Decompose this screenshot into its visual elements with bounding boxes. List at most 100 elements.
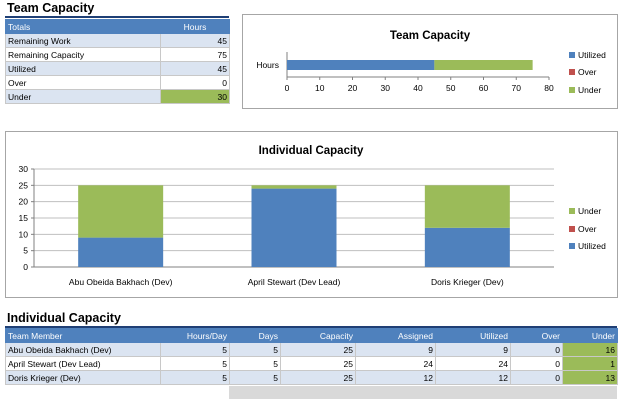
- member-name[interactable]: Abu Obeida Bakhach (Dev): [5, 342, 161, 357]
- team-chart-legend-swatch: [569, 52, 575, 58]
- col-header-capacity[interactable]: Capacity: [280, 328, 356, 343]
- member-assigned[interactable]: 9: [355, 342, 436, 357]
- member-utilized[interactable]: 12: [435, 370, 511, 385]
- team-capacity-chart-svg: Team Capacity 0 10 20 30 40 50 60 70 80 Hours Utili…: [256, 30, 606, 95]
- individual-capacity-heading: Individual Capacity: [7, 311, 121, 325]
- col-header-days[interactable]: Days: [229, 328, 281, 343]
- individual-chart-bar-utilized[interactable]: [251, 188, 337, 267]
- individual-capacity-underline: [5, 326, 617, 328]
- col-header-over[interactable]: Over: [510, 328, 563, 343]
- team-chart-x-tick-label: 40: [413, 83, 423, 93]
- totals-row-label[interactable]: Utilized: [5, 61, 161, 76]
- individual-chart-category-label: April Stewart (Dev Lead): [248, 277, 341, 287]
- member-hours-per-day[interactable]: 5: [160, 356, 230, 371]
- team-chart-x-tick-label: 0: [285, 83, 290, 93]
- team-chart-legend-label: Under: [578, 85, 601, 95]
- team-chart-x-tick-label: 10: [315, 83, 325, 93]
- member-name[interactable]: Doris Krieger (Dev): [5, 370, 161, 385]
- members-header-row: Team Member Hours/Day Days Capacity Assi…: [5, 328, 618, 343]
- individual-capacity-chart[interactable]: Individual Capacity 0 5 10 15 20 25 30 Abu Obeid…: [5, 131, 618, 298]
- member-capacity[interactable]: 25: [280, 356, 356, 371]
- individual-chart-category-label: Doris Krieger (Dev): [431, 277, 504, 287]
- member-under[interactable]: 16: [562, 342, 618, 357]
- member-over[interactable]: 0: [510, 370, 563, 385]
- individual-chart-y-tick-label: 25: [19, 180, 29, 190]
- totals-row-label[interactable]: Under: [5, 89, 161, 104]
- team-chart-x-tick-label: 70: [512, 83, 522, 93]
- member-capacity[interactable]: 25: [280, 342, 356, 357]
- individual-chart-bar-under[interactable]: [424, 185, 510, 228]
- team-chart-x-tick-label: 60: [479, 83, 489, 93]
- individual-chart-bar-under[interactable]: [251, 185, 337, 189]
- col-header-utilized[interactable]: Utilized: [435, 328, 511, 343]
- member-days[interactable]: 5: [229, 370, 281, 385]
- totals-header-row: Totals Hours: [5, 19, 230, 34]
- team-chart-bar-utilized[interactable]: [287, 60, 435, 70]
- team-chart-legend-label: Over: [578, 67, 597, 77]
- totals-row-over: Over 0: [5, 75, 230, 90]
- team-chart-legend-swatch: [569, 69, 575, 75]
- totals-row-value[interactable]: 45: [160, 33, 230, 48]
- team-chart-bar-under[interactable]: [434, 60, 533, 70]
- member-under[interactable]: 1: [562, 356, 618, 371]
- individual-chart-y-tick-label: 30: [19, 164, 29, 174]
- team-chart-category-label: Hours: [256, 60, 279, 70]
- totals-row-remaining-work: Remaining Work 45: [5, 33, 230, 48]
- individual-chart-y-tick-label: 10: [19, 229, 29, 239]
- totals-row-label[interactable]: Over: [5, 75, 161, 90]
- totals-row-utilized: Utilized 45: [5, 61, 230, 76]
- members-table-footer-bar: [229, 386, 617, 399]
- member-row: Doris Krieger (Dev) 5 5 25 12 12 0 13: [5, 370, 618, 385]
- totals-row-label[interactable]: Remaining Capacity: [5, 47, 161, 62]
- team-chart-x-tick-label: 50: [446, 83, 456, 93]
- members-table: Team Member Hours/Day Days Capacity Assi…: [5, 328, 618, 385]
- member-row: Abu Obeida Bakhach (Dev) 5 5 25 9 9 0 16: [5, 342, 618, 357]
- member-assigned[interactable]: 12: [355, 370, 436, 385]
- individual-capacity-chart-svg: Individual Capacity 0 5 10 15 20 25 30 Abu Obeid…: [19, 145, 607, 287]
- totals-row-remaining-capacity: Remaining Capacity 75: [5, 47, 230, 62]
- individual-chart-bar-utilized[interactable]: [424, 227, 510, 267]
- totals-table: Totals Hours Remaining Work 45 Remaining…: [5, 19, 230, 104]
- member-capacity[interactable]: 25: [280, 370, 356, 385]
- member-row: April Stewart (Dev Lead) 5 5 25 24 24 0 …: [5, 356, 618, 371]
- totals-row-value[interactable]: 45: [160, 61, 230, 76]
- team-chart-x-tick-label: 20: [348, 83, 358, 93]
- member-utilized[interactable]: 9: [435, 342, 511, 357]
- member-over[interactable]: 0: [510, 356, 563, 371]
- individual-chart-y-tick-label: 5: [23, 246, 28, 256]
- team-chart-x-tick-label: 80: [544, 83, 554, 93]
- totals-row-value[interactable]: 75: [160, 47, 230, 62]
- individual-chart-y-tick-label: 0: [23, 262, 28, 272]
- col-header-hours-per-day[interactable]: Hours/Day: [160, 328, 230, 343]
- totals-header-hours[interactable]: Hours: [160, 19, 230, 34]
- individual-chart-bar-utilized[interactable]: [78, 237, 164, 267]
- member-hours-per-day[interactable]: 5: [160, 370, 230, 385]
- member-hours-per-day[interactable]: 5: [160, 342, 230, 357]
- totals-row-label[interactable]: Remaining Work: [5, 33, 161, 48]
- team-capacity-underline: [5, 16, 229, 18]
- individual-chart-legend-label: Under: [578, 206, 601, 216]
- member-name[interactable]: April Stewart (Dev Lead): [5, 356, 161, 371]
- individual-chart-legend-swatch: [569, 243, 575, 249]
- totals-row-value[interactable]: 0: [160, 75, 230, 90]
- individual-chart-bar-under[interactable]: [78, 185, 164, 238]
- totals-header-label[interactable]: Totals: [5, 19, 161, 34]
- member-over[interactable]: 0: [510, 342, 563, 357]
- individual-chart-category-label: Abu Obeida Bakhach (Dev): [69, 277, 173, 287]
- team-capacity-chart[interactable]: Team Capacity 0 10 20 30 40 50 60 70 80 Hours Utili…: [242, 14, 618, 109]
- col-header-assigned[interactable]: Assigned: [355, 328, 436, 343]
- individual-chart-y-tick-label: 20: [19, 197, 29, 207]
- individual-chart-legend-label: Over: [578, 224, 597, 234]
- member-utilized[interactable]: 24: [435, 356, 511, 371]
- member-under[interactable]: 13: [562, 370, 618, 385]
- member-days[interactable]: 5: [229, 342, 281, 357]
- member-days[interactable]: 5: [229, 356, 281, 371]
- team-capacity-heading: Team Capacity: [7, 1, 95, 15]
- individual-chart-y-tick-label: 15: [19, 213, 29, 223]
- individual-chart-legend-label: Utilized: [578, 241, 606, 251]
- individual-chart-legend-swatch: [569, 226, 575, 232]
- col-header-team-member[interactable]: Team Member: [5, 328, 161, 343]
- member-assigned[interactable]: 24: [355, 356, 436, 371]
- col-header-under[interactable]: Under: [562, 328, 618, 343]
- totals-row-value[interactable]: 30: [160, 89, 230, 104]
